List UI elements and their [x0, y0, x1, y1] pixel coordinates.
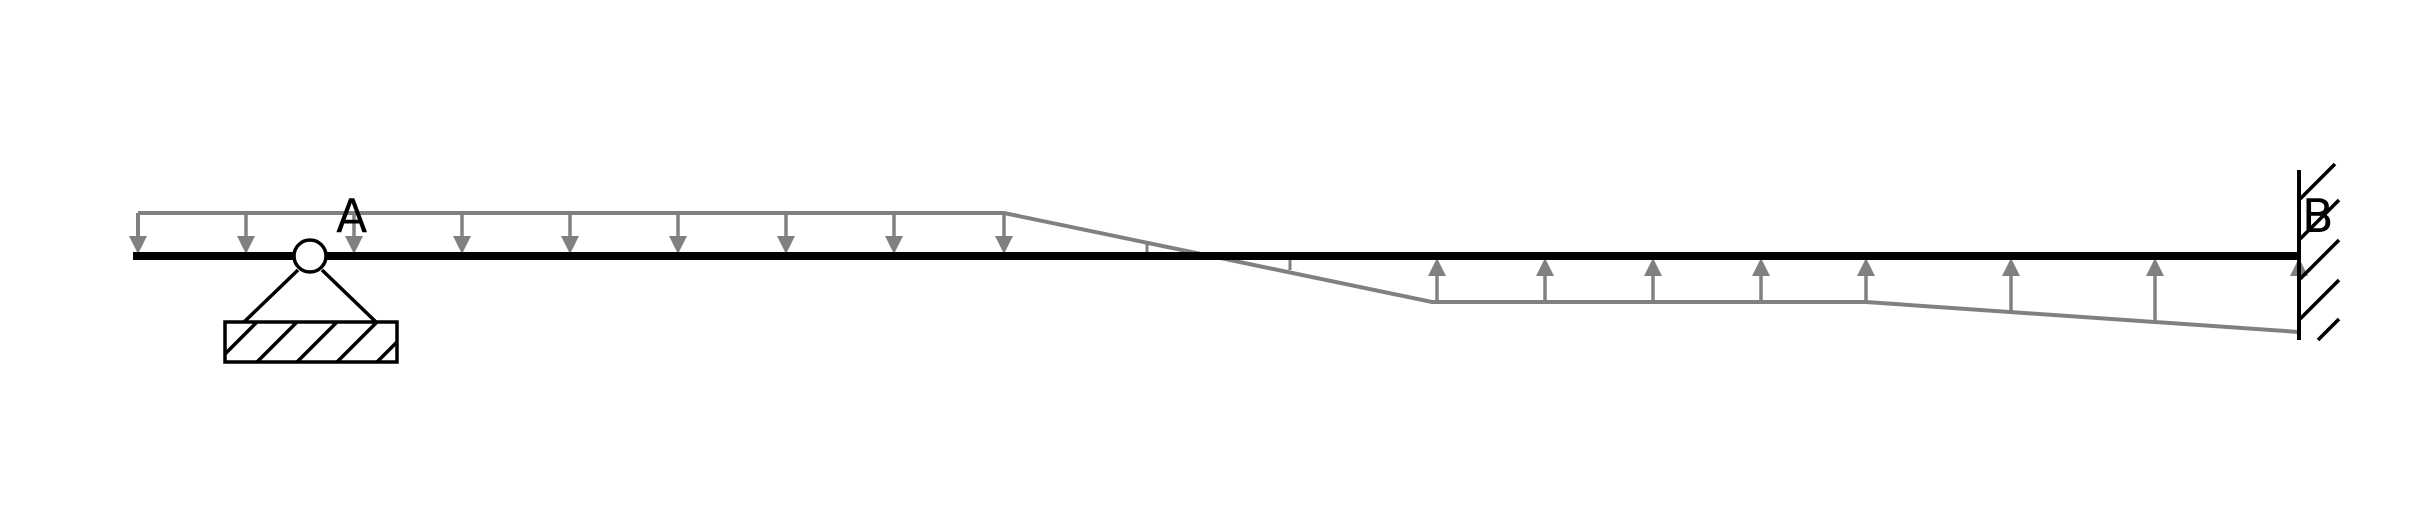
load-arrow-head — [1536, 258, 1554, 276]
load-arrow-head — [1644, 258, 1662, 276]
support-a-label: A — [336, 189, 368, 243]
load-arrow-head — [345, 236, 363, 254]
load-arrow-head — [561, 236, 579, 254]
load-arrows — [129, 213, 2308, 332]
load-arrow-head — [1752, 258, 1770, 276]
load-arrow-head — [885, 236, 903, 254]
pin-support-strut — [320, 268, 378, 324]
pin-support-strut — [242, 268, 300, 324]
load-arrow-head — [237, 236, 255, 254]
load-arrow-head — [777, 236, 795, 254]
ground-hatching — [223, 320, 399, 364]
load-arrow-head — [995, 236, 1013, 254]
load-arrow-head — [1857, 258, 1875, 276]
support-b-label: B — [2302, 189, 2334, 243]
load-arrow-head — [129, 236, 147, 254]
load-arrow-head — [453, 236, 471, 254]
load-arrow-head — [669, 236, 687, 254]
wall-hatching — [2297, 162, 2341, 342]
pin-support-a — [223, 238, 399, 364]
load-arrow-head — [1428, 258, 1446, 276]
fixed-support-b — [2297, 162, 2341, 342]
load-arrow-head — [2002, 258, 2020, 276]
pin-hinge — [292, 238, 328, 274]
load-arrow-head — [2146, 258, 2164, 276]
